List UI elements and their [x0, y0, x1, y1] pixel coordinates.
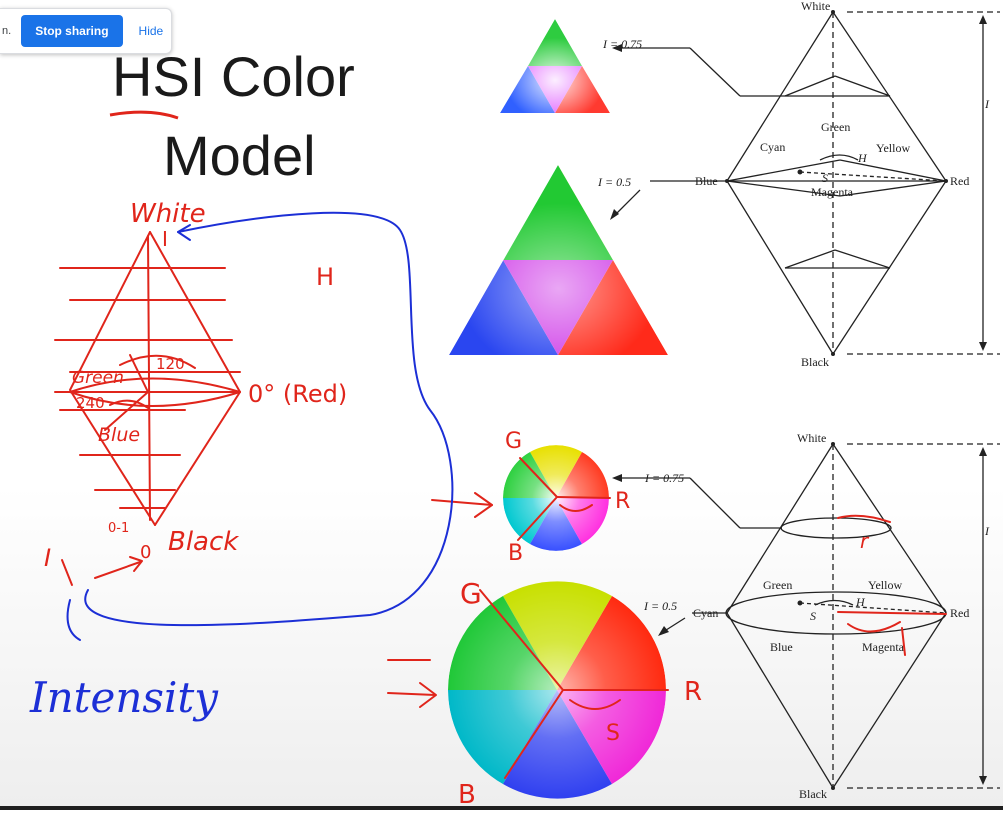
diagram-top-cyan-label: Cyan — [760, 140, 785, 154]
annot-i-top: I — [162, 227, 168, 251]
diagram-top-labels: White Black Green Cyan Yellow Blue Red M… — [597, 0, 990, 369]
annot-i-bottom: I — [44, 544, 51, 572]
diagram-bottom-i-axis-label: I — [984, 524, 990, 538]
diagram-top-i05-label: I = 0.5 — [597, 175, 631, 189]
annot-zero: 0 — [140, 542, 151, 563]
annot-white: White — [130, 199, 206, 229]
diagram-bottom-yellow-label: Yellow — [868, 578, 902, 592]
annot-b-small: B — [508, 541, 523, 566]
diagram-top-magenta-label: Magenta — [811, 185, 854, 199]
annot-zero-one: 0-1 — [108, 521, 129, 536]
diagram-bottom-red-label: Red — [950, 606, 969, 620]
diagram-bottom-arrowheads — [612, 442, 987, 790]
stop-sharing-button[interactable]: Stop sharing — [21, 15, 123, 47]
color-triangle-large — [449, 165, 668, 355]
annot-black: Black — [168, 527, 239, 557]
title-line-1: HSI Color — [112, 45, 355, 108]
red-annotation-strokes — [54, 231, 947, 779]
annot-b-big: B — [458, 780, 476, 810]
color-triangle-small — [500, 19, 610, 113]
red-annotation-labels: White I H Green 120 240 Blue 0° (Red) 0-… — [44, 199, 870, 810]
annot-green: Green — [72, 368, 124, 388]
diagram-top-h-label: H — [857, 151, 868, 165]
annot-h: H — [316, 263, 334, 291]
annot-intensity: Intensity — [29, 673, 219, 722]
hide-button[interactable]: Hide — [133, 23, 170, 39]
double-cone-diagram-bottom — [620, 443, 1000, 789]
annot-blue: Blue — [98, 424, 140, 446]
annot-240: 240 — [76, 394, 105, 412]
diagram-bottom-green-label: Green — [763, 578, 792, 592]
diagram-bottom-magenta-label: Magenta — [862, 640, 905, 654]
blue-annotation-strokes — [66, 211, 454, 641]
diagram-top-blue-label: Blue — [695, 174, 718, 188]
diagram-top-green-label: Green — [821, 120, 850, 134]
diagram-bottom-labels: White Black Green Yellow Cyan Red Blue M… — [643, 431, 990, 801]
title-underline — [109, 110, 179, 120]
annot-g-small: G — [505, 429, 522, 454]
annot-r-big: R — [684, 677, 702, 707]
diagram-bottom-i075-label: I = 0.75 — [644, 471, 684, 485]
diagram-top-yellow-label: Yellow — [876, 141, 910, 155]
annot-120: 120 — [156, 355, 185, 373]
diagram-top-i-axis-label: I — [984, 97, 990, 111]
color-circle-large — [448, 581, 666, 799]
diagram-bottom-s-label: S — [810, 609, 816, 623]
double-cone-diagram-top — [614, 11, 1000, 355]
diagram-bottom-i05-label: I = 0.5 — [643, 599, 677, 613]
diagram-bottom-h-label: H — [855, 595, 866, 609]
share-bar-truncated-text: n. — [2, 25, 12, 37]
annot-red: 0° (Red) — [248, 380, 347, 408]
screen-share-bar: n. Stop sharing Hide — [0, 8, 172, 54]
diagram-bottom-white-label: White — [797, 431, 826, 445]
annot-r-small: R — [615, 489, 630, 514]
annot-g-big: G — [460, 577, 482, 610]
annot-s: S — [606, 721, 620, 746]
diagram-bottom-black-label: Black — [799, 787, 827, 801]
diagram-top-white-label: White — [801, 0, 830, 13]
diagram-bottom-blue-label: Blue — [770, 640, 793, 654]
diagram-top-black-label: Black — [801, 355, 829, 369]
diagram-top-i075-label: I = 0.75 — [602, 37, 642, 51]
annot-r: r — [860, 529, 870, 553]
bottom-edge — [0, 806, 1003, 810]
diagram-bottom-cyan-label: Cyan — [693, 606, 718, 620]
title-line-2: Model — [163, 124, 316, 187]
diagram-top-s-label: S — [822, 171, 828, 185]
diagram-top-red-label: Red — [950, 174, 969, 188]
diagram-top-arrowheads — [610, 10, 987, 356]
